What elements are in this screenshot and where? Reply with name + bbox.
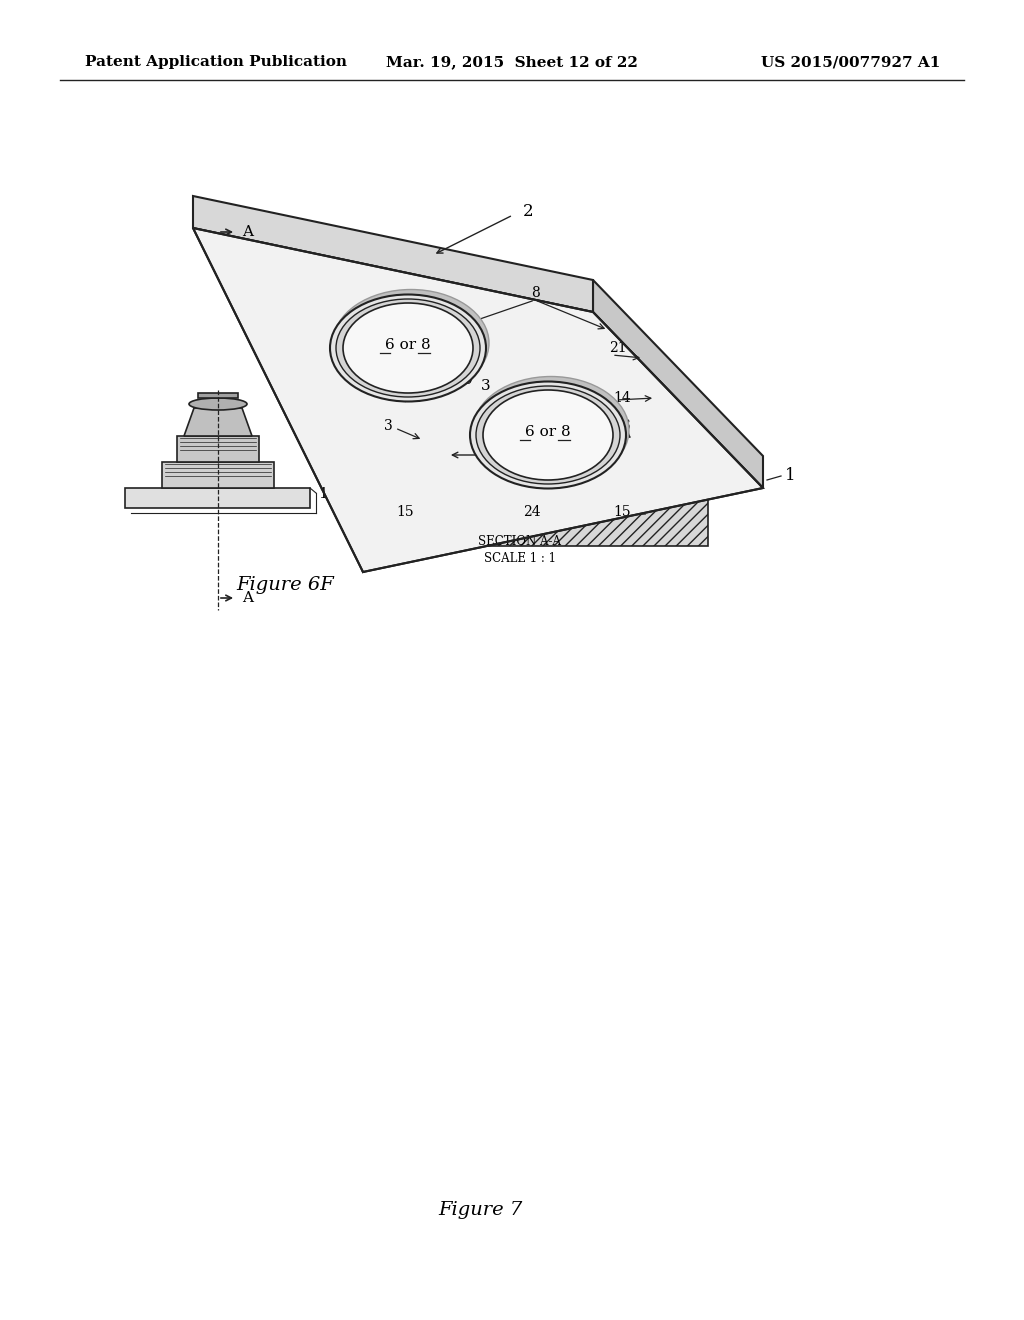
Text: 3: 3 bbox=[384, 418, 392, 433]
Polygon shape bbox=[193, 228, 763, 572]
Ellipse shape bbox=[336, 300, 480, 397]
Ellipse shape bbox=[343, 304, 473, 393]
Text: 14: 14 bbox=[403, 391, 421, 405]
Bar bbox=[675, 436, 687, 445]
Bar bbox=[382, 429, 504, 444]
Text: 3: 3 bbox=[481, 380, 490, 393]
Text: Figure 7: Figure 7 bbox=[438, 1201, 522, 1218]
Text: 1: 1 bbox=[785, 467, 796, 484]
Text: 21: 21 bbox=[609, 341, 627, 355]
Ellipse shape bbox=[333, 289, 489, 396]
Text: Figure 6F: Figure 6F bbox=[237, 576, 334, 594]
Text: 15: 15 bbox=[396, 506, 414, 519]
Bar bbox=[505, 436, 517, 445]
Ellipse shape bbox=[330, 294, 486, 401]
Text: 6 or 8: 6 or 8 bbox=[525, 425, 570, 440]
Bar bbox=[368, 498, 708, 546]
Text: 8: 8 bbox=[530, 286, 540, 300]
Bar bbox=[552, 429, 674, 444]
Text: 14: 14 bbox=[613, 391, 631, 405]
Polygon shape bbox=[387, 444, 499, 498]
Text: 1: 1 bbox=[318, 487, 328, 502]
Polygon shape bbox=[184, 408, 252, 436]
Ellipse shape bbox=[476, 385, 620, 484]
Text: 6 or 8: 6 or 8 bbox=[385, 338, 431, 352]
Bar bbox=[608, 488, 618, 492]
Text: 2: 2 bbox=[523, 202, 534, 219]
Text: Mar. 19, 2015  Sheet 12 of 22: Mar. 19, 2015 Sheet 12 of 22 bbox=[386, 55, 638, 69]
Text: A: A bbox=[242, 224, 253, 239]
Text: 21: 21 bbox=[431, 341, 449, 355]
Text: US 2015/0077927 A1: US 2015/0077927 A1 bbox=[761, 55, 940, 69]
Bar bbox=[125, 488, 310, 508]
Ellipse shape bbox=[189, 399, 247, 411]
Bar bbox=[407, 477, 479, 498]
Bar bbox=[438, 488, 449, 492]
Text: 9: 9 bbox=[464, 374, 472, 387]
Bar bbox=[369, 436, 381, 445]
Bar bbox=[539, 436, 551, 445]
Bar bbox=[198, 393, 238, 399]
Text: Patent Application Publication: Patent Application Publication bbox=[85, 55, 347, 69]
Polygon shape bbox=[593, 280, 763, 488]
Ellipse shape bbox=[470, 381, 626, 488]
Text: 24: 24 bbox=[523, 506, 541, 519]
Bar bbox=[577, 477, 649, 498]
Polygon shape bbox=[193, 195, 593, 312]
Bar bbox=[162, 462, 274, 488]
Bar bbox=[177, 436, 259, 462]
Text: 15: 15 bbox=[613, 506, 631, 519]
Text: SECTION A-A
SCALE 1 : 1: SECTION A-A SCALE 1 : 1 bbox=[478, 535, 561, 565]
Text: 16: 16 bbox=[501, 446, 519, 459]
Text: A: A bbox=[242, 591, 253, 605]
Ellipse shape bbox=[473, 376, 629, 483]
Polygon shape bbox=[557, 444, 669, 498]
Ellipse shape bbox=[483, 389, 613, 480]
Text: 3: 3 bbox=[622, 418, 631, 433]
Text: 10: 10 bbox=[495, 428, 512, 442]
